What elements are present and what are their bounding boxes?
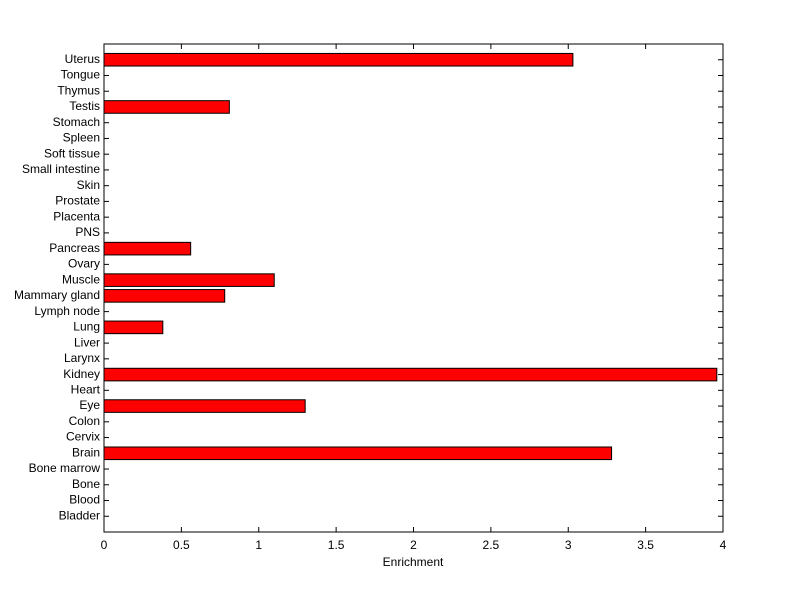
bar — [103, 399, 306, 413]
x-tick-label: 1 — [255, 538, 262, 552]
bar — [103, 52, 574, 67]
y-tick-label: PNS — [75, 225, 100, 239]
x-tick-label: 2.5 — [483, 538, 500, 552]
y-tick-label: Muscle — [62, 272, 100, 286]
y-tick-label: Brain — [72, 445, 100, 459]
y-tick-label: Ovary — [68, 257, 100, 271]
y-tick-label: Lymph node — [34, 304, 100, 318]
y-tick-label: Heart — [71, 382, 101, 396]
y-tick-label: Eye — [79, 398, 100, 412]
x-tick-label: 3 — [565, 538, 572, 552]
y-tick-label: Small intestine — [22, 162, 100, 176]
bar — [103, 446, 613, 461]
bar — [103, 241, 192, 256]
x-tick-label: 4 — [720, 538, 727, 552]
y-tick-label: Kidney — [63, 367, 100, 381]
y-tick-label: Colon — [69, 414, 100, 428]
bar — [103, 367, 718, 382]
y-tick-label: Spleen — [63, 131, 100, 145]
y-tick-label: Blood — [69, 493, 100, 507]
y-tick-label: Bone — [72, 477, 100, 491]
y-tick-label: Tongue — [61, 68, 101, 82]
x-tick-label: 3.5 — [637, 538, 654, 552]
y-tick-label: Bone marrow — [29, 461, 101, 475]
y-tick-label: Thymus — [57, 83, 100, 97]
y-tick-label: Skin — [77, 178, 100, 192]
x-tick-label: 1.5 — [328, 538, 345, 552]
y-tick-label: Placenta — [53, 209, 100, 223]
bar — [103, 273, 275, 287]
x-tick-label: 0 — [101, 538, 108, 552]
bar — [103, 289, 226, 303]
x-tick-label: 0.5 — [173, 538, 190, 552]
x-axis-label: Enrichment — [383, 555, 444, 569]
bar — [103, 100, 230, 114]
y-tick-label: Larynx — [64, 351, 100, 365]
y-tick-label: Bladder — [59, 508, 100, 522]
y-tick-label: Pancreas — [49, 241, 100, 255]
y-tick-label: Liver — [74, 335, 100, 349]
y-tick-label: Uterus — [65, 52, 100, 66]
y-tick-label: Testis — [69, 99, 100, 113]
y-tick-label: Soft tissue — [44, 146, 100, 160]
y-tick-label: Stomach — [53, 115, 100, 129]
y-tick-label: Lung — [73, 320, 100, 334]
y-tick-label: Prostate — [55, 194, 100, 208]
y-tick-label: Cervix — [66, 430, 100, 444]
y-tick-label: Mammary gland — [14, 288, 100, 302]
x-tick-label: 2 — [410, 538, 417, 552]
bar — [103, 320, 164, 335]
